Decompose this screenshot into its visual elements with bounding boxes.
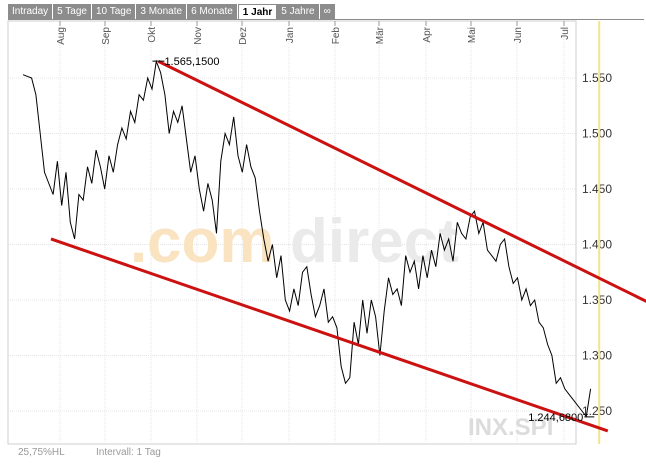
y-tick-label: 1.450 <box>582 182 612 196</box>
plot-layer <box>22 21 646 444</box>
tab-3-monate[interactable]: 3 Monate <box>136 4 188 19</box>
tab-6-monate[interactable]: 6 Monate <box>187 4 238 19</box>
x-tick-label: Aug <box>56 27 67 45</box>
watermark-symbol: INX.SPI <box>468 414 553 441</box>
y-axis-ticks: 1.550 1.500 1.450 1.400 1.350 1.300 1.250 <box>582 71 612 418</box>
x-tick-label: Feb <box>331 27 342 45</box>
x-axis-ticks: Aug Sep Okt Nov Dez Jan Feb Mär Apr Mai Jun Jul <box>56 26 571 44</box>
watermark-direct: direct <box>290 207 459 276</box>
plot-frame <box>7 20 577 445</box>
y-tick-label: 1.300 <box>582 349 612 363</box>
tab-max[interactable]: ∞ <box>319 4 336 19</box>
tab-intraday[interactable]: Intraday <box>8 4 54 19</box>
watermark-dot: . <box>130 207 147 276</box>
x-tick-label: Jul <box>560 27 571 40</box>
tab-underline <box>8 19 644 20</box>
x-tick-label: Jun <box>513 27 524 43</box>
y-tick-label: 1.350 <box>582 293 612 307</box>
x-tick-label: Nov <box>193 27 204 45</box>
upper-trend-line <box>157 60 646 303</box>
x-tick-label: Sep <box>101 27 112 45</box>
x-tick-label: Apr <box>422 26 433 42</box>
tab-1-jahr[interactable]: 1 Jahr <box>237 4 278 20</box>
x-tick-label: Mär <box>375 26 386 44</box>
high-label: 1.565,1500 <box>164 56 219 68</box>
x-tick-label: Mai <box>467 27 478 43</box>
y-tick-label: 1.250 <box>582 404 612 418</box>
annotations: 1.565,1500 1.244,6800 <box>152 56 595 424</box>
tab-5-jahre[interactable]: 5 Jahre <box>277 4 320 19</box>
x-tick-label: Okt <box>147 27 158 43</box>
period-tabs: Intraday 5 Tage 10 Tage 3 Monate 6 Monat… <box>8 4 336 20</box>
x-tick-label: Dez <box>238 27 249 45</box>
interval-label: Intervall: 1 Tag <box>96 447 161 458</box>
x-tick-label: Jan <box>285 27 296 43</box>
watermark: . com direct INX.SPI <box>130 207 553 441</box>
price-line <box>22 59 592 418</box>
y-tick-label: 1.500 <box>582 127 612 141</box>
tab-5-tage[interactable]: 5 Tage <box>53 4 92 19</box>
y-tick-label: 1.550 <box>582 71 612 85</box>
lower-trend-line <box>50 237 609 433</box>
tab-10-tage[interactable]: 10 Tage <box>91 4 137 19</box>
y-tick-label: 1.400 <box>582 238 612 252</box>
watermark-com: com <box>147 207 274 276</box>
footer: 25,75%HL Intervall: 1 Tag <box>18 447 161 458</box>
hl-label: 25,75%HL <box>18 447 65 458</box>
chart-grid <box>7 20 577 445</box>
low-label: 1.244,6800 <box>528 412 583 424</box>
